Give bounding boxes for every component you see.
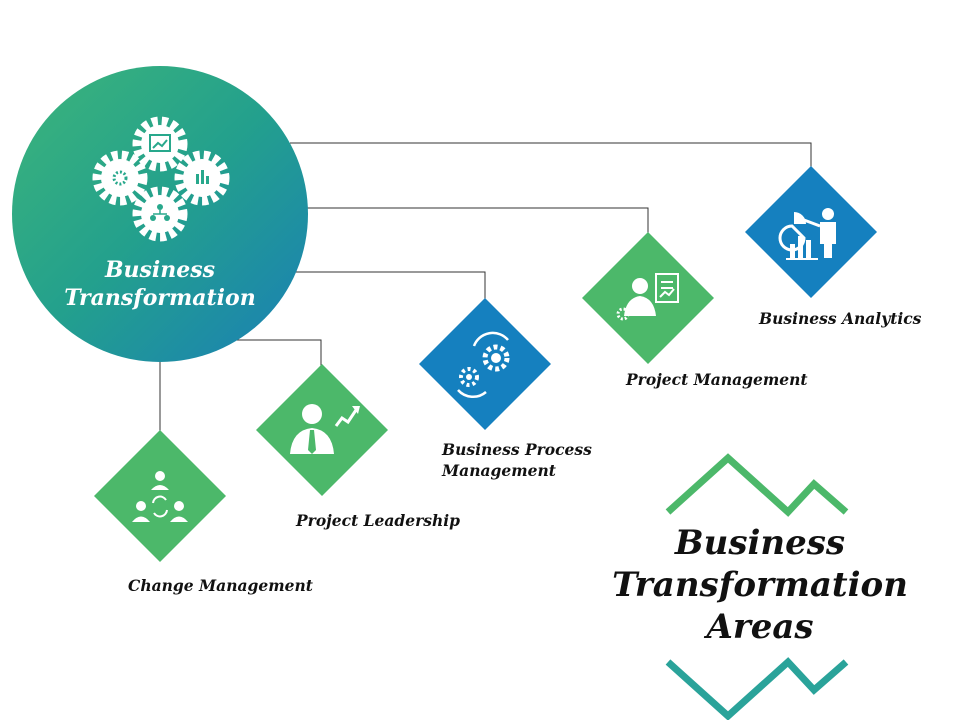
diamond-project-leadership [256,364,388,496]
hub-circle [12,66,308,362]
page-title-line1: Business [674,523,846,563]
connector-project-leadership [236,339,322,366]
process-gears-icon [457,331,510,399]
connector-lines [159,142,812,432]
connector-business-process [296,271,486,300]
label-business-process-line1: Business Process [442,440,592,459]
manager-checklist-icon [616,273,679,321]
team-cycle-icon [132,471,188,522]
hub-gears-icon [92,116,230,242]
label-business-process-management: Business Process Management [442,439,592,481]
hub-title-line1: Business [104,257,216,283]
zigzag-top-frame [665,453,849,517]
page-title-line3: Areas [706,607,814,647]
page-title: Business Transformation Areas [600,522,920,648]
zigzag-bottom-frame [665,657,849,720]
label-business-analytics: Business Analytics [759,309,922,328]
label-project-management: Project Management [626,370,808,389]
hub-title: Business Transformation [12,256,308,312]
connector-project-management [304,207,649,234]
label-business-process-line2: Management [442,461,556,480]
leader-growth-icon [290,404,360,454]
connector-business-analytics [290,142,812,168]
diamond-project-management [582,232,714,364]
label-change-management: Change Management [128,576,313,595]
label-project-leadership: Project Leadership [296,511,461,530]
hub-title-line2: Transformation [64,285,256,311]
diamond-business-analytics [745,166,877,298]
page-title-line2: Transformation [612,565,908,605]
analytics-presenter-icon [778,208,836,260]
